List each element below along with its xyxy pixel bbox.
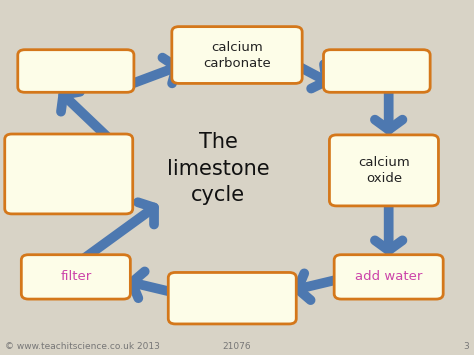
FancyBboxPatch shape: [334, 255, 443, 299]
FancyBboxPatch shape: [323, 50, 430, 92]
Text: filter: filter: [60, 271, 91, 283]
FancyBboxPatch shape: [172, 27, 302, 83]
FancyBboxPatch shape: [329, 135, 438, 206]
FancyBboxPatch shape: [21, 255, 130, 299]
Text: calcium
carbonate: calcium carbonate: [203, 40, 271, 70]
Text: The
limestone
cycle: The limestone cycle: [167, 132, 269, 205]
Text: add water: add water: [355, 271, 422, 283]
Text: calcium
oxide: calcium oxide: [358, 156, 410, 185]
FancyBboxPatch shape: [18, 50, 134, 92]
Text: 3: 3: [464, 343, 469, 351]
FancyBboxPatch shape: [168, 273, 296, 324]
FancyBboxPatch shape: [5, 134, 133, 214]
Text: © www.teachitscience.co.uk 2013: © www.teachitscience.co.uk 2013: [5, 343, 160, 351]
Text: 21076: 21076: [223, 343, 251, 351]
